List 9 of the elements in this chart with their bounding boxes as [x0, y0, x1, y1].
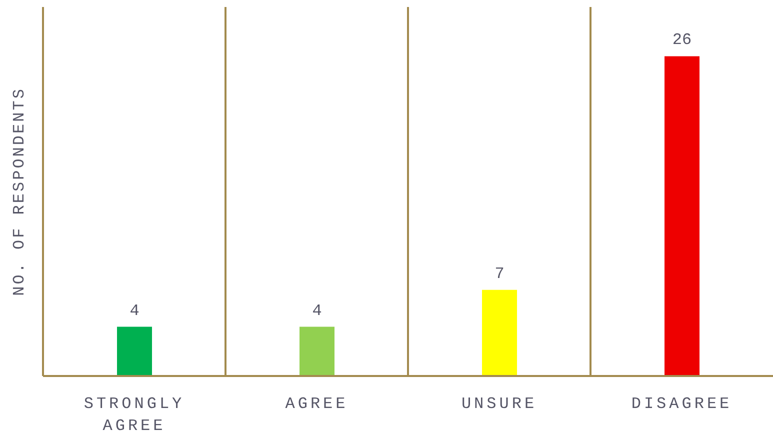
- y-axis-title: NO. OF RESPONDENTS: [10, 87, 29, 296]
- x-tick-label: AGREE: [285, 395, 348, 413]
- data-label: 4: [130, 302, 140, 320]
- x-tick-label: STRONGLY AGREE: [84, 395, 185, 434]
- data-label: 26: [672, 31, 692, 50]
- x-tick-label: DISAGREE: [631, 395, 732, 413]
- data-label: 7: [494, 264, 504, 283]
- x-tick-label: UNSURE: [461, 395, 538, 413]
- data-label: 4: [312, 302, 322, 320]
